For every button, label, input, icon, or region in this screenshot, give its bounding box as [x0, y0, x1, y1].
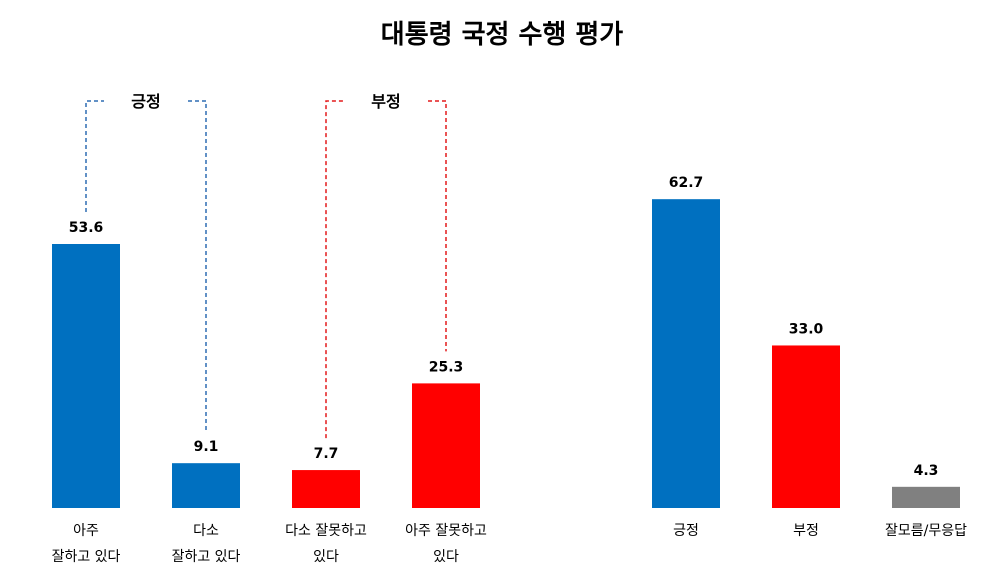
group-bracket-right-0	[188, 100, 207, 432]
category-label-0-1-0: 다소	[193, 523, 219, 539]
category-label-1-0-0: 긍정	[673, 523, 699, 539]
bar-1-0	[652, 199, 720, 508]
bar-0-3	[412, 383, 480, 508]
category-label-0-2-1: 있다	[313, 549, 339, 565]
value-label-1-1: 33.0	[789, 321, 824, 337]
bar-1-1	[772, 345, 840, 508]
category-label-0-3-1: 있다	[433, 549, 459, 565]
category-label-0-3-0: 아주 잘못하고	[405, 523, 487, 539]
category-label-1-1-0: 부정	[793, 523, 819, 539]
value-label-1-2: 4.3	[914, 463, 939, 479]
bar-0-1	[172, 463, 240, 508]
value-label-0-0: 53.6	[69, 220, 104, 236]
chart-title: 대통령 국정 수행 평가	[380, 20, 624, 50]
group-label-1: 부정	[371, 92, 400, 111]
category-label-0-0-1: 잘하고 있다	[52, 549, 121, 565]
category-label-1-2-0: 잘모름/무응답	[885, 523, 967, 539]
group-label-0: 긍정	[131, 92, 160, 111]
group-bracket-left-1	[325, 100, 344, 439]
group-bracket-left-0	[85, 100, 104, 212]
category-label-0-2-0: 다소 잘못하고	[285, 523, 367, 539]
category-label-0-1-1: 잘하고 있다	[172, 549, 241, 565]
bar-0-2	[292, 470, 360, 508]
group-bracket-right-1	[428, 100, 447, 352]
bar-0-0	[52, 244, 120, 508]
value-label-0-3: 25.3	[429, 359, 464, 375]
value-label-0-2: 7.7	[314, 446, 339, 462]
bar-1-2	[892, 486, 960, 508]
category-label-0-0-0: 아주	[73, 523, 99, 539]
value-label-0-1: 9.1	[194, 439, 219, 455]
value-label-1-0: 62.7	[669, 175, 704, 191]
